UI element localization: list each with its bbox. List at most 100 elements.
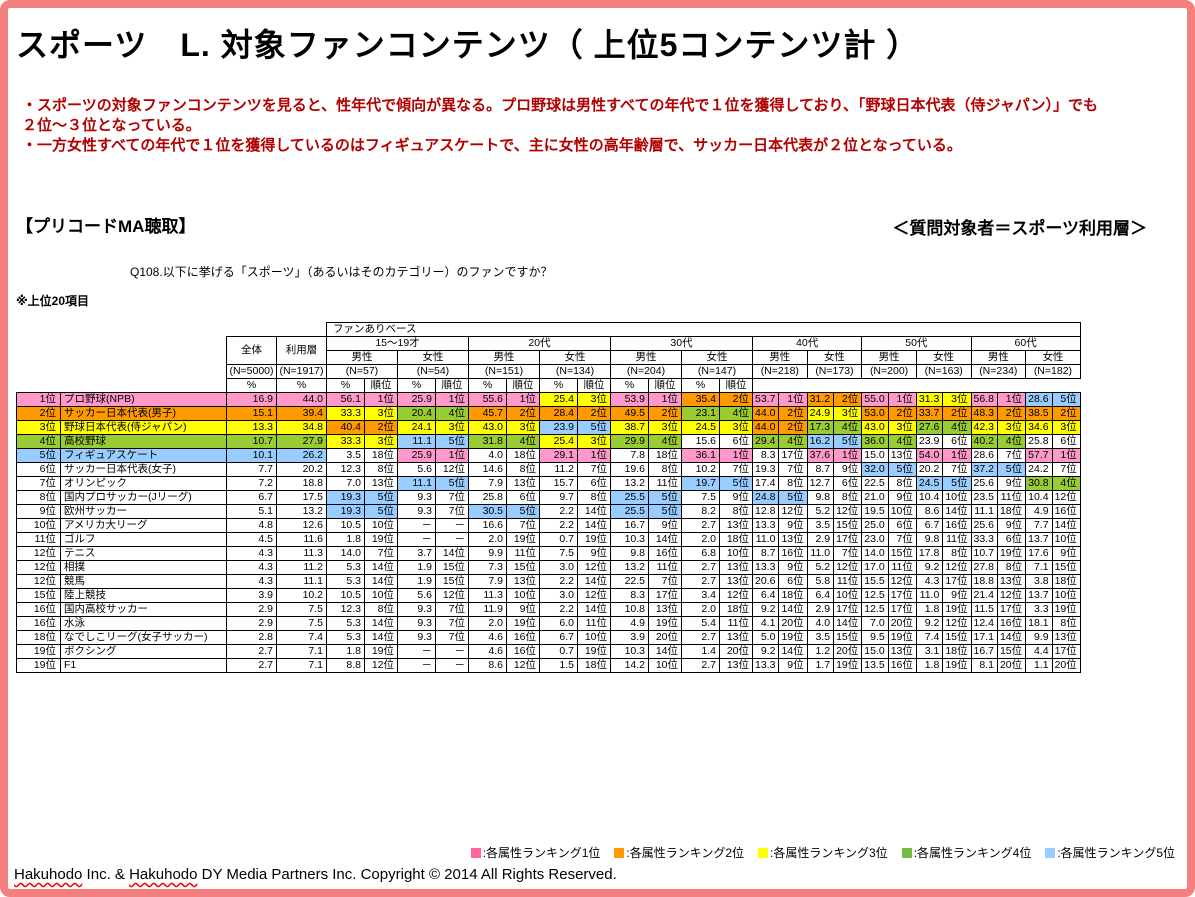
pct-cell: 7.8	[610, 448, 649, 463]
rank-cell: 9位	[1051, 546, 1081, 561]
total-pct-cell: 2.9	[226, 616, 277, 631]
pct-cell: 7.9	[468, 476, 507, 491]
n-label: (N=134)	[539, 364, 611, 379]
pct-cell: 4.0	[468, 448, 507, 463]
pct-cell: 13.3	[751, 560, 780, 575]
pct-cell: 9.2	[751, 602, 780, 617]
rank-cell: 13位	[887, 448, 917, 463]
rank-cell: 3位	[506, 420, 540, 435]
pct-header: %	[681, 378, 720, 393]
pct-cell: 5.2	[806, 560, 835, 575]
pct-cell: 18.1	[1025, 616, 1053, 631]
user-pct-cell: 7.5	[276, 602, 327, 617]
pct-cell: 42.3	[970, 420, 998, 435]
user-pct-cell: 34.8	[276, 420, 327, 435]
pct-cell: 2.7	[681, 630, 720, 645]
rank-cell: 13位	[364, 476, 398, 491]
pct-cell: 22.5	[610, 574, 649, 589]
copyright-text: Hakuhodo Inc. & Hakuhodo DY Media Partne…	[14, 866, 617, 883]
rank-cell: 16位	[942, 518, 972, 533]
pct-cell: 48.3	[970, 406, 998, 421]
rank-cell: 6位	[942, 434, 972, 449]
rank-cell: 16位	[506, 630, 540, 645]
pct-cell: 19.5	[861, 504, 889, 519]
summary-bullets: ・スポーツの対象ファンコンテンツを見ると、性年代で傾向が異なる。プロ野球は男性す…	[22, 96, 1182, 156]
rank-cell: 1位	[577, 448, 611, 463]
rank-cell: 1位	[1051, 448, 1081, 463]
color-legend: :各属性ランキング1位:各属性ランキング2位:各属性ランキング3位:各属性ランキ…	[457, 844, 1175, 861]
pct-cell: 4.6	[468, 644, 507, 659]
pct-cell: 25.8	[1025, 434, 1053, 449]
rank-cell: 12位	[778, 504, 808, 519]
total-pct-cell: 3.9	[226, 588, 277, 603]
rank-cell: 10位	[1051, 588, 1081, 603]
pct-cell: 11.1	[397, 476, 436, 491]
pct-cell: 9.9	[1025, 630, 1053, 645]
rank-cell: 10位	[833, 588, 863, 603]
rank-cell: 6位	[887, 518, 917, 533]
pct-cell: 24.8	[751, 490, 780, 505]
rank-cell: 12位	[942, 616, 972, 631]
pct-cell: 31.8	[468, 434, 507, 449]
sport-name-cell: 相撲	[60, 560, 227, 575]
rank-cell: 3位	[435, 420, 469, 435]
gender-header: 男性	[468, 350, 540, 365]
rank-cell: 12位	[1051, 490, 1081, 505]
pct-cell: 53.9	[610, 392, 649, 407]
rank-cell: 16位	[506, 644, 540, 659]
rank-cell: 8位	[833, 490, 863, 505]
page-title: スポーツ L. 対象ファンコンテンツ（ 上位5コンテンツ計 ）	[16, 27, 920, 63]
pct-cell: 4.6	[468, 630, 507, 645]
rank-cell: 5位	[364, 504, 398, 519]
sport-name-cell: サッカー日本代表(男子)	[60, 406, 227, 421]
rank-cell: 15位	[1051, 560, 1081, 575]
pct-cell: 27.8	[970, 560, 998, 575]
pct-cell: 6.4	[806, 588, 835, 603]
sport-name-cell: 陸上競技	[60, 588, 227, 603]
pct-cell: 57.7	[1025, 448, 1053, 463]
rank-header: 順位	[435, 378, 469, 393]
pct-cell: 6.7	[539, 630, 578, 645]
gender-header: 男性	[970, 350, 1027, 365]
pct-cell: 10.7	[970, 546, 998, 561]
rank-cell: 16位	[996, 616, 1027, 631]
pct-cell: 3.9	[610, 630, 649, 645]
rank-cell: 7位	[719, 462, 753, 477]
rank-cell: 11位	[506, 546, 540, 561]
pct-cell: 30.5	[468, 504, 507, 519]
rank-cell: 19位	[942, 602, 972, 617]
rank-cell: 5位	[506, 504, 540, 519]
pct-cell: 2.2	[539, 602, 578, 617]
pct-cell: 8.8	[326, 658, 365, 673]
rank-cell: 15位	[833, 630, 863, 645]
n-label: (N=173)	[806, 364, 863, 379]
rank-cell: 8位	[506, 462, 540, 477]
rank-label-cell: 2位	[16, 406, 61, 421]
pct-cell: 19.6	[610, 462, 649, 477]
pct-cell: 23.5	[970, 490, 998, 505]
total-pct-cell: 4.3	[226, 560, 277, 575]
pct-cell: 55.6	[468, 392, 507, 407]
rank-cell: 15位	[833, 518, 863, 533]
gender-header: 女性	[1025, 350, 1081, 365]
rank-cell: 13位	[887, 644, 917, 659]
pct-cell: 5.2	[806, 504, 835, 519]
rank-header: 順位	[364, 378, 398, 393]
pct-cell: 33.3	[970, 532, 998, 547]
rank-cell: 12位	[887, 574, 917, 589]
table-row: 12位 相撲 4.3 11.2 5.3 14位 1.9 15位 7.3 15位 3.0 12位 13.2…	[16, 560, 1081, 575]
gender-header: 女性	[539, 350, 611, 365]
pct-cell: 25.9	[397, 448, 436, 463]
rank-cell: 12位	[833, 504, 863, 519]
pct-cell: 38.5	[1025, 406, 1053, 421]
pct-cell: 9.3	[397, 504, 436, 519]
pct-cell: 6.4	[751, 588, 780, 603]
rank-cell: 13位	[719, 658, 753, 673]
pct-cell: 12.4	[970, 616, 998, 631]
user-pct-cell: 13.2	[276, 504, 327, 519]
legend-item: :各属性ランキング2位	[614, 846, 744, 860]
rank-cell: 7位	[577, 462, 611, 477]
rank-cell: 13位	[778, 532, 808, 547]
rank-cell: 14位	[648, 644, 682, 659]
rank-cell: 9位	[506, 602, 540, 617]
